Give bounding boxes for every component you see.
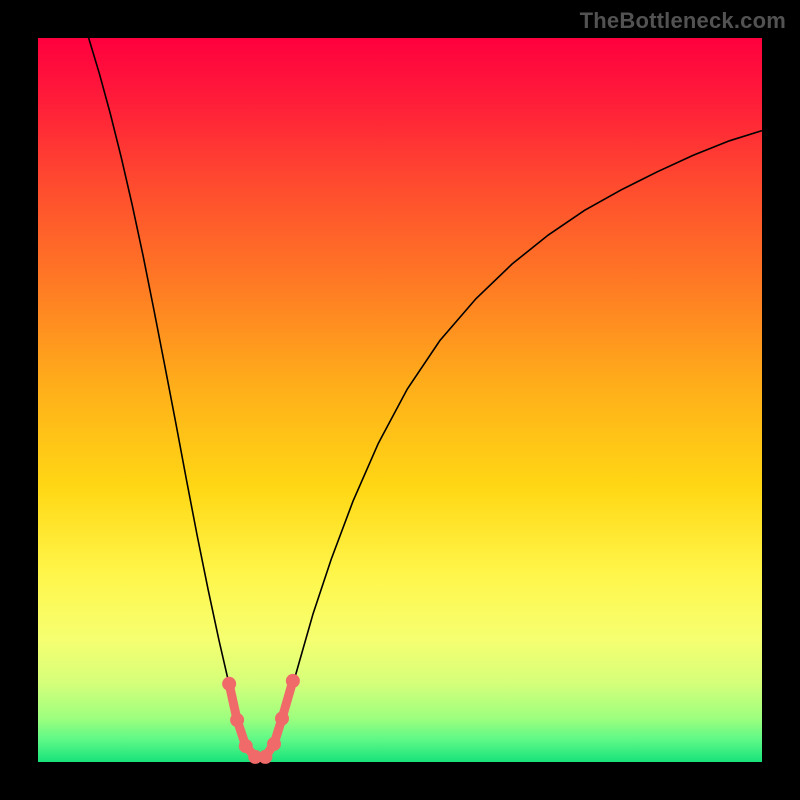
marker-dot — [222, 677, 236, 691]
bottleneck-plot — [0, 0, 800, 800]
chart-frame: TheBottleneck.com — [0, 0, 800, 800]
marker-dot — [275, 712, 289, 726]
marker-dot — [267, 737, 281, 751]
marker-dot — [258, 750, 272, 764]
watermark-text: TheBottleneck.com — [580, 8, 786, 34]
marker-dot — [286, 674, 300, 688]
marker-dot — [239, 739, 253, 753]
marker-dot — [230, 713, 244, 727]
plot-background — [38, 38, 762, 762]
